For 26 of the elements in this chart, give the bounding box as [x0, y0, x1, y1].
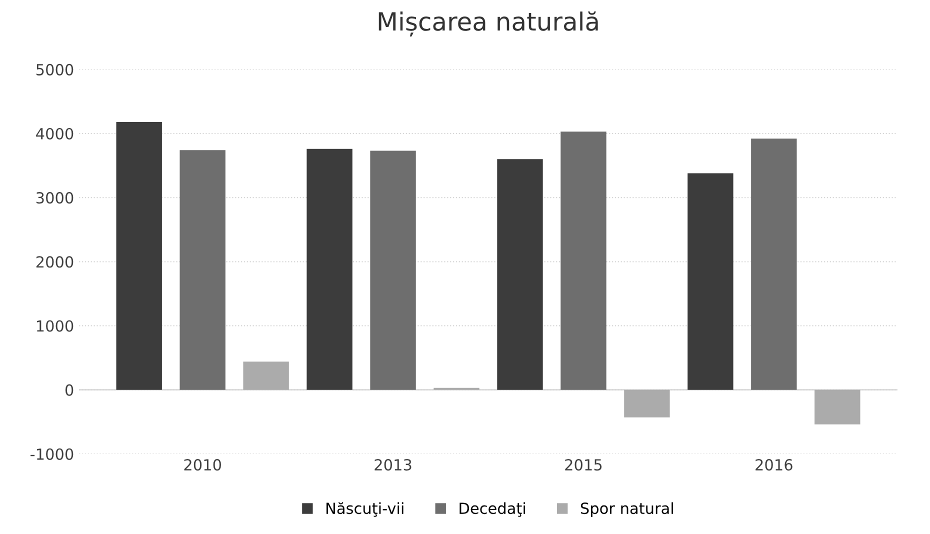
y-tick-label: 1000	[36, 320, 74, 332]
bar	[624, 390, 670, 418]
y-tick-label: 0	[65, 384, 74, 396]
x-tick-label: 2016	[756, 459, 792, 471]
x-tick-label: 2013	[374, 459, 412, 471]
bar	[814, 390, 860, 424]
bar	[243, 362, 289, 390]
bar	[180, 150, 226, 390]
y-tick-label: 2000	[36, 256, 74, 268]
bar	[497, 159, 543, 390]
bar	[688, 173, 734, 390]
bar	[306, 148, 352, 390]
y-tick-label: 5000	[36, 64, 74, 76]
x-tick-label: 2010	[184, 459, 222, 471]
x-tick-label: 2015	[565, 459, 602, 471]
bar	[560, 132, 606, 390]
y-tick-label: -1000	[30, 448, 74, 460]
bar	[116, 122, 162, 390]
bar	[370, 150, 416, 390]
legend-label: Spor natural	[580, 502, 673, 518]
bar	[751, 138, 797, 390]
legend-label: Decedaţi	[460, 502, 526, 517]
y-tick-label: 3000	[36, 192, 74, 204]
legend-label: Născuţi-vii	[326, 502, 404, 517]
chart-title: Mișcarea naturală	[378, 11, 598, 37]
y-tick-label: 4000	[36, 128, 74, 140]
